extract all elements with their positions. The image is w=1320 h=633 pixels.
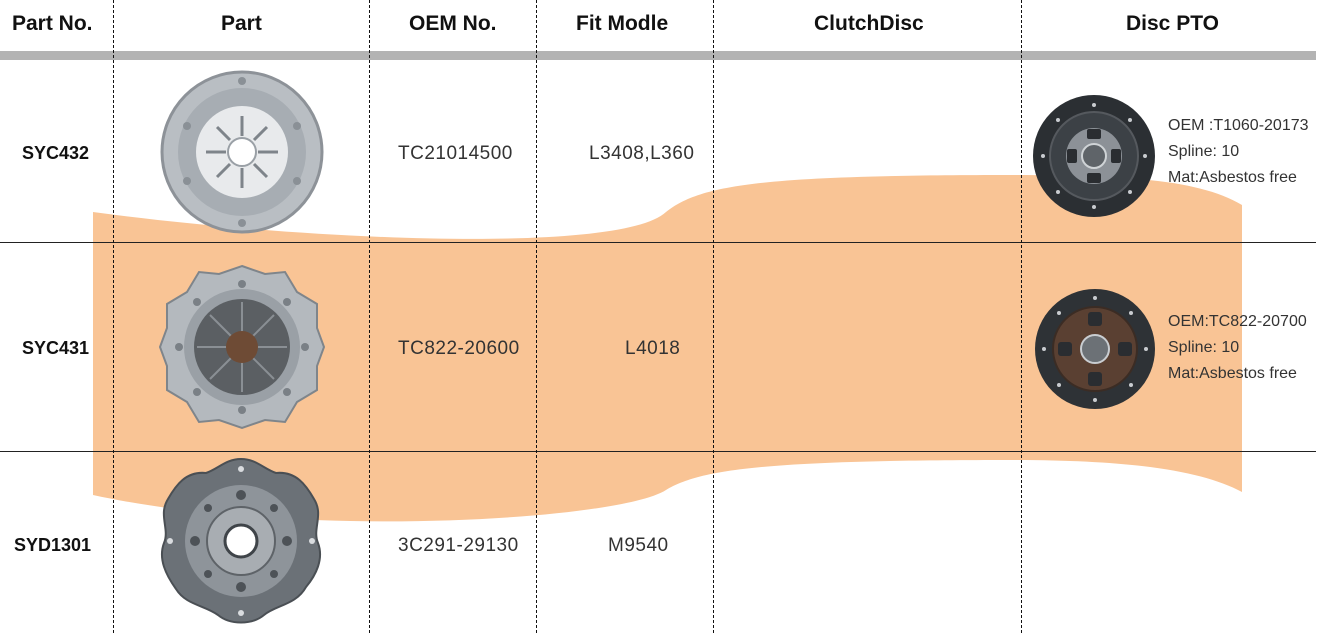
row-1-oem-no: TC21014500 (398, 143, 513, 164)
row-2-fit-model: L4018 (625, 338, 681, 359)
column-divider (369, 0, 370, 633)
row-3-part-no: SYD1301 (14, 535, 92, 555)
row-2-disc-spline: Spline: 10 (1168, 339, 1240, 356)
row-divider (0, 242, 1316, 243)
row-1-fit-model-cell: L3408,L360 (537, 140, 712, 170)
row-3-oem-no: 3C291-29130 (398, 535, 519, 556)
row-2-oem-no: TC822-20600 (398, 338, 520, 359)
row-3-fit-model: M9540 (608, 535, 669, 556)
header-oem-no: OEM No. (409, 12, 497, 35)
row-2-disc-pto-specs: OEM:TC822-20700 Spline: 10 Mat:Asbestos … (1166, 309, 1318, 391)
row-2-disc-oem: OEM:TC822-20700 (1168, 313, 1307, 330)
row-1-disc-oem: OEM :T1060-20173 (1168, 117, 1309, 134)
header-divider (0, 51, 1316, 60)
clutch-hub-disc-icon (160, 457, 322, 624)
row-1-part-no: SYC432 (22, 143, 90, 163)
header-disc-pto: Disc PTO (1126, 12, 1219, 35)
header-clutch-disc: ClutchDisc (814, 12, 924, 35)
header-part: Part (221, 12, 262, 35)
clutch-disc-icon (1033, 95, 1155, 217)
header-part-no: Part No. (12, 12, 93, 35)
row-1-disc-mat: Mat:Asbestos free (1168, 169, 1297, 186)
row-2-disc-mat: Mat:Asbestos free (1168, 365, 1297, 382)
row-1-disc-spline: Spline: 10 (1168, 143, 1240, 160)
row-1-fit-model: L3408,L360 (589, 143, 695, 164)
row-2-part-no: SYC431 (22, 338, 90, 358)
clutch-pressure-plate-icon (158, 264, 326, 430)
row-divider (0, 451, 1316, 452)
banner-shape (93, 175, 1242, 522)
clutch-pressure-plate-icon (160, 70, 324, 234)
header-fit-model: Fit Modle (576, 12, 669, 35)
column-divider (536, 0, 537, 633)
column-divider (713, 0, 714, 633)
column-divider (1021, 0, 1022, 633)
row-1-disc-pto-specs: OEM :T1060-20173 Spline: 10 Mat:Asbestos… (1166, 113, 1318, 195)
clutch-disc-icon (1035, 289, 1155, 409)
column-divider (113, 0, 114, 633)
